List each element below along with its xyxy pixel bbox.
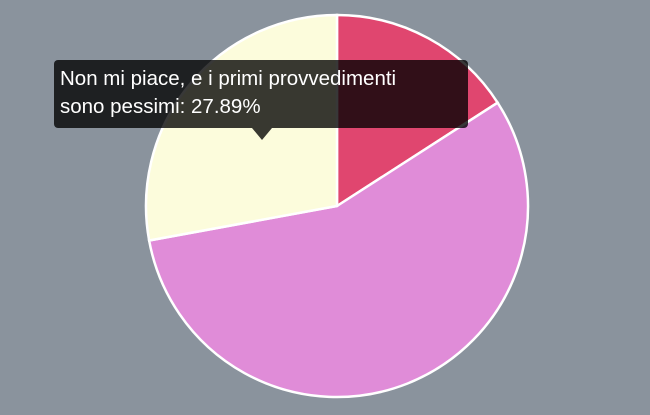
pie-slice-2[interactable] (147, 100, 530, 399)
tooltip-line-1: Non mi piace, e i primi provvedimenti (60, 67, 397, 90)
tooltip-arrow (252, 128, 272, 140)
tooltip-line-2: sono pessimi: 27.89% (60, 95, 261, 118)
slice-tooltip: Non mi piace, e i primi provvedimenti so… (54, 60, 468, 140)
